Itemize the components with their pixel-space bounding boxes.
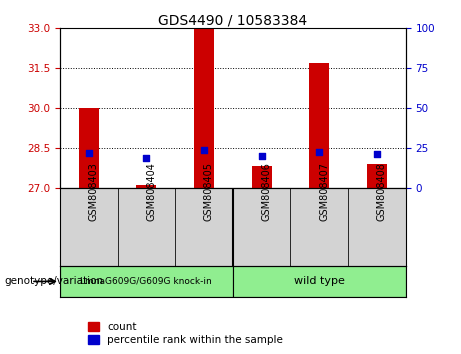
Text: genotype/variation: genotype/variation bbox=[5, 276, 104, 286]
Text: GSM808407: GSM808407 bbox=[319, 162, 329, 221]
Bar bbox=[136, 185, 156, 188]
Bar bbox=[309, 63, 329, 188]
Bar bbox=[175, 188, 233, 266]
Bar bbox=[233, 188, 290, 266]
Bar bbox=[252, 166, 272, 188]
Bar bbox=[79, 108, 99, 188]
Text: GSM808405: GSM808405 bbox=[204, 162, 214, 221]
Point bbox=[200, 148, 207, 153]
Bar bbox=[60, 266, 233, 297]
Bar bbox=[290, 188, 348, 266]
Text: GSM808408: GSM808408 bbox=[377, 162, 387, 221]
Text: wild type: wild type bbox=[294, 276, 345, 286]
Point bbox=[315, 149, 323, 155]
Point bbox=[258, 153, 266, 159]
Point bbox=[373, 152, 381, 157]
Bar bbox=[194, 28, 214, 188]
Legend: count, percentile rank within the sample: count, percentile rank within the sample bbox=[88, 322, 283, 345]
Bar bbox=[118, 188, 175, 266]
Title: GDS4490 / 10583384: GDS4490 / 10583384 bbox=[158, 13, 307, 27]
Text: GSM808404: GSM808404 bbox=[146, 162, 156, 221]
Text: GSM808406: GSM808406 bbox=[262, 162, 272, 221]
Bar bbox=[233, 266, 406, 297]
Text: LmnaG609G/G609G knock-in: LmnaG609G/G609G knock-in bbox=[81, 277, 212, 286]
Point bbox=[142, 156, 150, 161]
Bar bbox=[60, 188, 118, 266]
Text: GSM808403: GSM808403 bbox=[89, 162, 99, 221]
Bar bbox=[367, 164, 387, 188]
Point bbox=[85, 150, 92, 156]
Bar bbox=[348, 188, 406, 266]
